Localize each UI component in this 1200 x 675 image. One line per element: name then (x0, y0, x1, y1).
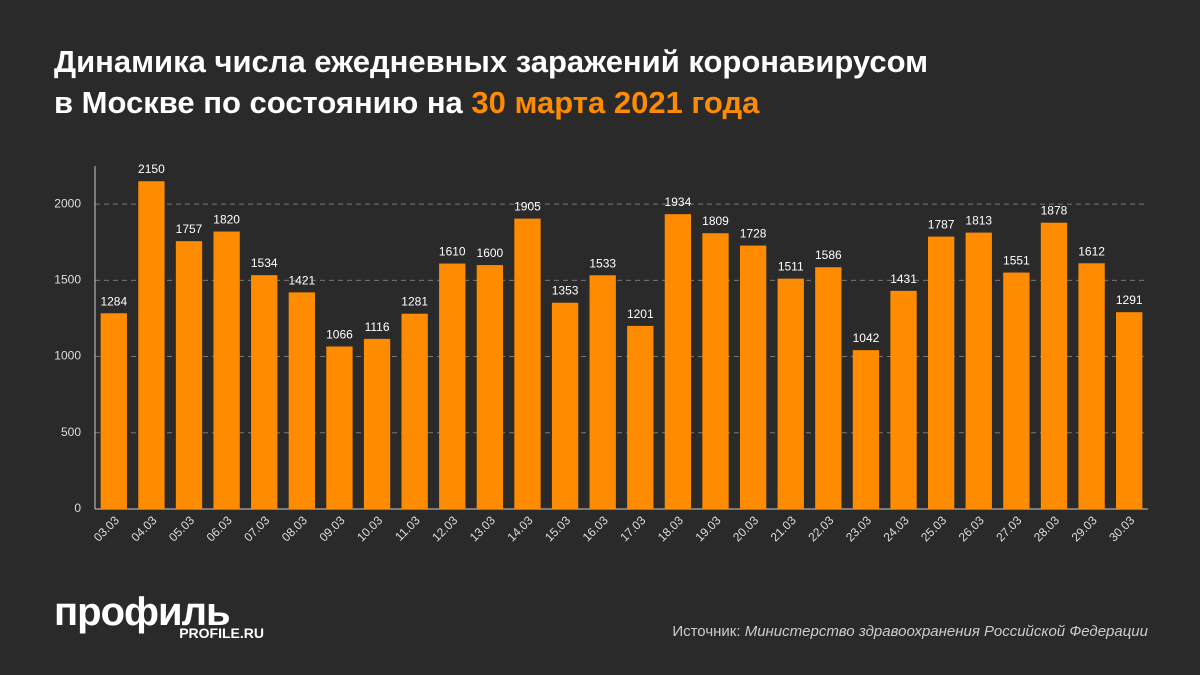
logo-url: PROFILE.RU (179, 625, 264, 641)
y-tick-label: 500 (61, 425, 81, 439)
value-label: 1284 (100, 294, 127, 308)
value-label: 1728 (740, 227, 767, 241)
value-label: 1534 (251, 256, 278, 270)
bar (627, 325, 654, 509)
bar (1116, 312, 1143, 509)
bar (815, 267, 842, 509)
value-label: 1421 (288, 273, 315, 287)
chart-title-line2: в Москве по состоянию на 30 марта 2021 г… (54, 85, 760, 120)
bar (890, 290, 917, 509)
bar (739, 245, 767, 510)
source-name: Министерство здравоохранения Российской … (745, 623, 1149, 640)
value-label: 1201 (627, 307, 654, 321)
value-label: 1787 (928, 218, 955, 232)
value-label: 1610 (439, 245, 466, 259)
bar (251, 275, 278, 509)
value-label: 1042 (853, 331, 880, 345)
bar (1040, 222, 1068, 509)
plot-area: 050010001500200003.03128404.03215005.031… (54, 162, 1148, 544)
value-label: 1291 (1116, 293, 1143, 307)
value-label: 1511 (778, 260, 804, 274)
value-label: 1281 (401, 295, 428, 309)
bar (476, 265, 504, 509)
title-part: в Москве по состоянию на (54, 85, 464, 120)
value-label: 1820 (213, 213, 240, 227)
bar (288, 292, 316, 509)
value-label: 1612 (1078, 244, 1105, 258)
value-label: 1934 (665, 195, 692, 209)
bar (401, 313, 428, 509)
logo: профиль (54, 590, 230, 634)
value-label: 1551 (1003, 254, 1030, 268)
bar (439, 263, 466, 509)
bar (965, 232, 992, 509)
value-label: 1353 (552, 284, 579, 298)
bar (175, 241, 203, 510)
source-label: Источник: (672, 623, 740, 640)
bar (1003, 272, 1030, 509)
bar (1078, 263, 1105, 509)
bar (100, 313, 127, 509)
bar (514, 218, 541, 510)
value-label: 1757 (176, 222, 203, 236)
bar (213, 231, 240, 509)
title-highlight: 30 марта 2021 года (471, 85, 760, 120)
bar (927, 236, 955, 509)
bar (326, 346, 353, 509)
value-label: 2150 (138, 162, 165, 176)
y-tick-label: 0 (74, 501, 81, 515)
value-label: 1586 (815, 248, 842, 262)
bar (589, 275, 616, 509)
value-label: 1533 (589, 256, 616, 270)
value-label: 1878 (1041, 204, 1068, 218)
bar (852, 350, 880, 509)
source: Источник: Министерство здравоохранения Р… (672, 623, 1148, 640)
value-label: 1809 (702, 214, 729, 228)
chart-title: Динамика числа ежедневных заражений коро… (54, 44, 928, 79)
bar (664, 214, 692, 510)
bar (777, 278, 804, 509)
value-label: 1066 (326, 327, 353, 341)
value-label: 1431 (890, 272, 917, 286)
value-label: 1813 (965, 214, 992, 228)
y-tick-label: 2000 (54, 196, 81, 210)
bar (363, 338, 391, 509)
value-label: 1600 (477, 246, 504, 260)
bar (138, 181, 165, 509)
value-label: 1116 (365, 320, 390, 334)
value-label: 1905 (514, 200, 541, 214)
y-tick-label: 1000 (54, 349, 81, 363)
bar (551, 302, 579, 509)
y-tick-label: 1500 (54, 273, 81, 287)
bar (702, 233, 729, 509)
